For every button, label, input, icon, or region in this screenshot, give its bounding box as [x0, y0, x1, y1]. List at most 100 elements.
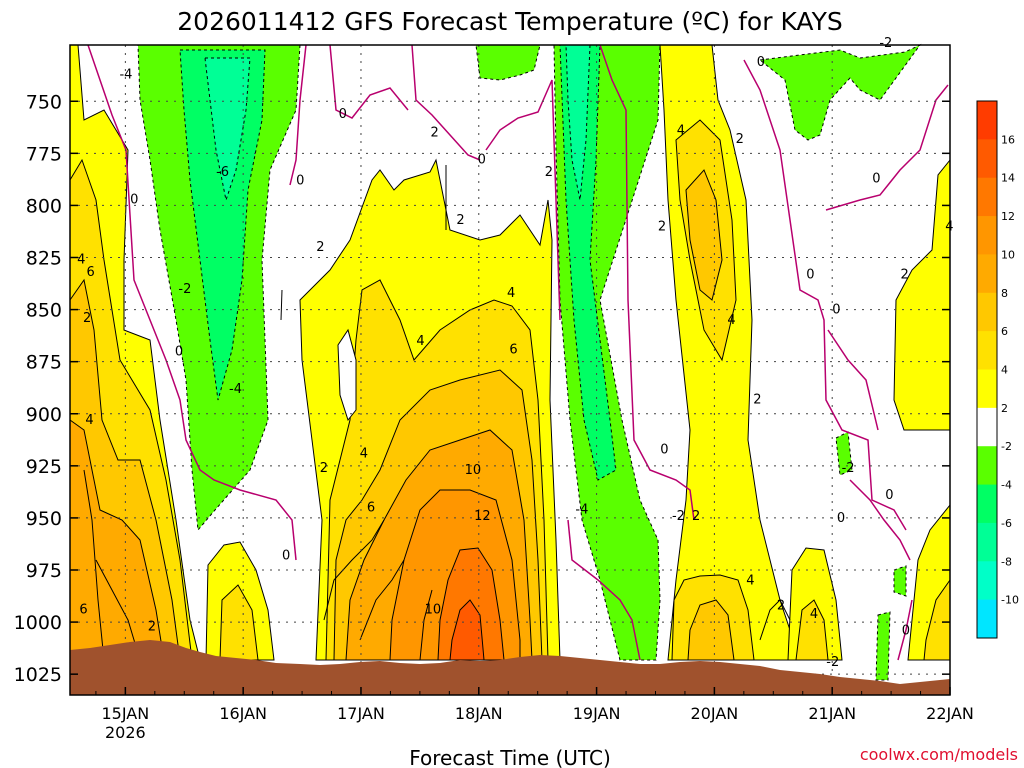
y-tick-label: 775	[26, 143, 62, 165]
contour-label: 12	[474, 509, 491, 524]
contour-label: 4	[360, 446, 368, 461]
contour-label: -4	[229, 382, 242, 397]
contour-label: 0	[832, 303, 840, 318]
x-tick-label: 20JAN	[691, 704, 739, 723]
contour-label: 2	[736, 132, 744, 147]
contour-label: 6	[79, 603, 87, 618]
contour-warm-left-b	[95, 559, 141, 661]
zero-contour-2	[289, 44, 307, 186]
contour-label: 0	[872, 171, 880, 186]
legend-label: 10	[1001, 248, 1015, 261]
legend-label: 6	[1001, 325, 1008, 338]
y-tick-label: 1000	[14, 612, 62, 634]
contour-label: 4	[677, 124, 685, 139]
contour-label: 0	[130, 192, 138, 207]
legend-swatch	[977, 484, 997, 524]
legend-label: 2	[1001, 402, 1008, 415]
y-tick-label: 850	[26, 300, 62, 322]
legend-swatch	[977, 446, 997, 486]
contour-label: 4	[810, 607, 818, 622]
zero-contour-1	[87, 44, 297, 561]
legend: 16 14 12 10 8 6 4 2 -2 -4 -6 -8 -10	[976, 100, 1019, 639]
contour-label: 6	[367, 501, 375, 516]
contour-label: 2	[901, 267, 909, 282]
contour-label: 0	[478, 153, 486, 168]
contour-label: 0	[885, 488, 893, 503]
contour-thin-b	[280, 289, 283, 321]
chart-title: 2026011412 GFS Forecast Temperature (ºC)…	[177, 7, 842, 36]
contour-label: 2	[316, 240, 324, 255]
y-tick-label: 825	[26, 248, 62, 270]
fill-warm-main-14	[449, 599, 485, 661]
contour-label: 4	[727, 313, 735, 328]
legend-swatch	[977, 331, 997, 370]
legend-label: 8	[1001, 287, 1008, 300]
fill-cold-core-1b	[204, 57, 251, 202]
fill-cold-pocket-21jan	[835, 431, 853, 476]
legend-label: -2	[1001, 440, 1012, 453]
zero-contour-3	[329, 44, 409, 119]
contour-label: 2	[456, 213, 464, 228]
contour-label: -2	[672, 509, 685, 524]
y-tick-label: 750	[26, 91, 62, 113]
contour-label: 2	[753, 392, 761, 407]
contour-label: 2	[777, 599, 785, 614]
legend-label: 4	[1001, 364, 1008, 377]
legend-frame	[976, 100, 998, 639]
fill-warm-20jan-6	[685, 169, 723, 301]
plot-frame	[69, 44, 951, 696]
contour-label: 0	[660, 442, 668, 457]
zero-contour-5	[485, 79, 561, 321]
legend-swatch	[977, 139, 997, 179]
contour-label: -2	[842, 461, 855, 476]
contour-labels: -4-6-2-40000046246222462024641012102-40-…	[77, 36, 954, 670]
x-axis-label: Forecast Time (UTC)	[409, 746, 611, 768]
credit-text: coolwx.com/models	[860, 745, 1018, 764]
x-tick-label: 21JAN	[808, 704, 856, 723]
legend-swatch	[977, 177, 997, 217]
contour-label: 4	[416, 334, 424, 349]
zero-contour-9	[827, 329, 879, 431]
y-tick-label: 1025	[14, 664, 62, 686]
y-tick-label: 925	[26, 456, 62, 478]
x-tick-label: 17JAN	[337, 704, 385, 723]
contour-label: 4	[746, 574, 754, 589]
contour-label: 4	[507, 286, 515, 301]
contour-20jan-a	[759, 599, 791, 641]
contour-label: -2	[879, 36, 892, 51]
x-tick-label: 15JAN	[102, 704, 150, 723]
zero-contour-10	[849, 479, 911, 561]
contour-label: -4	[119, 67, 132, 82]
legend-label: -4	[1001, 479, 1012, 492]
y-tick-label: 800	[26, 195, 62, 217]
legend-swatch	[977, 292, 997, 332]
contour-label: 0	[339, 107, 347, 122]
x-tick-sublabel: 2026	[105, 723, 146, 742]
y-tick-label: 875	[26, 352, 62, 374]
contour-main-c	[419, 589, 433, 661]
legend-label: -6	[1001, 517, 1012, 530]
fill-cold-top-mid	[475, 44, 541, 81]
contour-label: 2	[658, 219, 666, 234]
legend-swatch	[977, 407, 997, 447]
x-tick-label: 19JAN	[573, 704, 621, 723]
fill-warm-21jan-4	[795, 599, 829, 661]
contour-label: 2	[320, 461, 328, 476]
contour-label: 0	[806, 267, 814, 282]
fill-cold-pocket-21jan-b	[893, 565, 907, 597]
x-tick-label: 16JAN	[219, 704, 267, 723]
legend-swatch	[977, 101, 997, 140]
legend-swatch	[977, 561, 997, 601]
y-tick-label: 950	[26, 508, 62, 530]
fill-pocket-white	[337, 328, 357, 422]
contour-label: 0	[757, 55, 765, 70]
contour-label: -6	[216, 165, 229, 180]
legend-label: 16	[1001, 133, 1015, 146]
legend-label: -8	[1001, 555, 1012, 568]
legend-label: 14	[1001, 172, 1015, 185]
legend-swatch	[977, 599, 997, 639]
contour-label: 4	[77, 253, 85, 268]
